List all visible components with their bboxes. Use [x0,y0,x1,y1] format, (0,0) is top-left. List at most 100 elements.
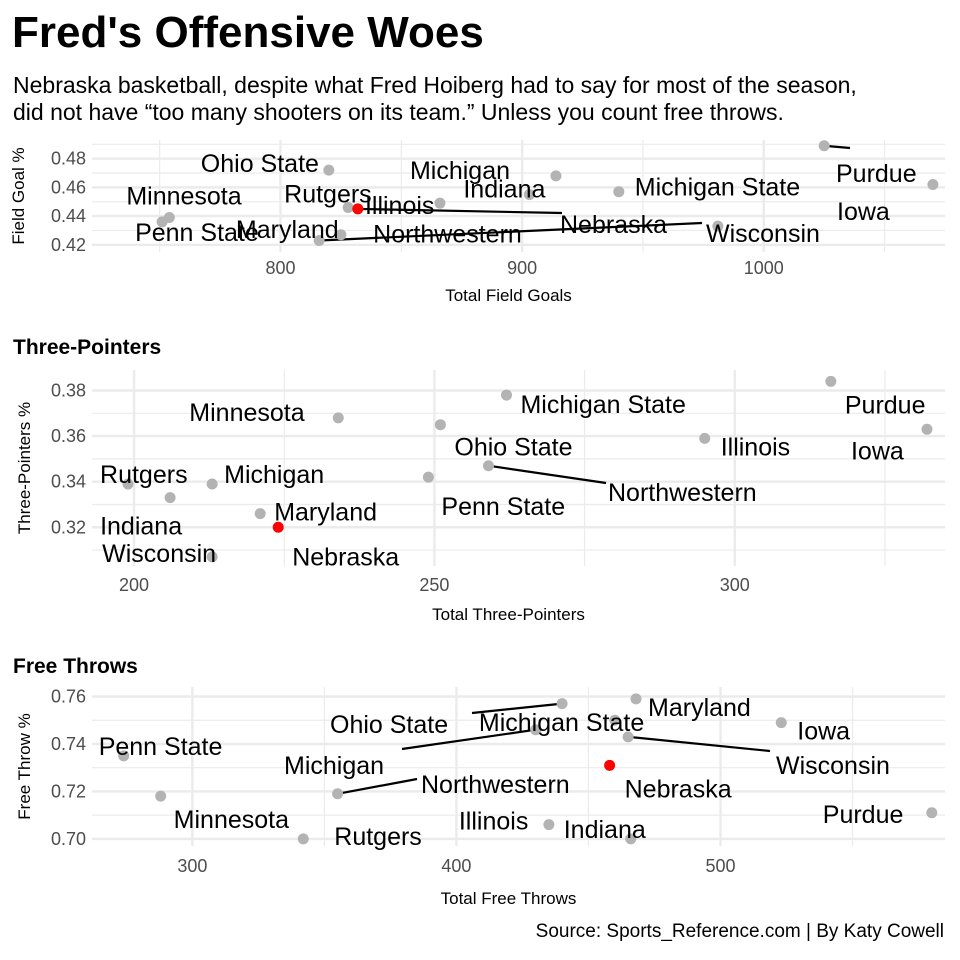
point-iowa [921,423,933,435]
label-rutgers: Rutgers [284,180,372,208]
label-michigan: Michigan [410,157,510,185]
point-wisconsin [206,551,218,563]
y-tick-label: 0.44 [51,206,86,226]
point-northwestern [332,788,344,800]
y-tick-label: 0.70 [51,829,86,849]
point-nebraska [352,203,364,215]
point-rutgers [342,201,354,213]
label-connector [337,777,418,795]
point-maryland [335,229,347,241]
y-tick-label: 0.42 [51,235,86,255]
point-rutgers [297,833,309,845]
point-iowa [775,717,787,729]
label-northwestern: Northwestern [608,479,757,507]
x-axis-title: Total Free Throws [441,889,577,908]
x-tick-label: 400 [441,856,471,876]
point-michigan [530,724,542,736]
free-throws-panel: 300 400 500 0.70 0.72 0.74 0.76 Free Throws Tota… [13,655,945,908]
label-iowa: Iowa [851,437,904,465]
label-nebraska: Nebraska [625,775,732,803]
source-caption: Source: Sports_Reference.com | By Katy C… [535,921,944,942]
y-tick-label: 0.32 [51,517,86,537]
y-axis-title: Free Throw % [15,713,34,819]
y-tick-label: 0.76 [51,686,86,706]
label-northwestern: Northwestern [373,221,522,249]
point-iowa [927,179,939,191]
point-penn-state [118,750,130,762]
label-minnesota: Minnesota [126,183,241,211]
label-illinois: Illinois [459,808,528,836]
label-purdue: Purdue [845,391,926,419]
point-maryland [254,508,266,520]
point-wisconsin [712,220,724,232]
y-tick-label: 0.72 [51,781,86,801]
three-pointers-panel: 200 250 300 0.32 0.34 0.36 0.38 Three-Pointers T… [13,336,945,624]
x-tick-label: 500 [706,856,736,876]
label-iowa: Iowa [797,718,850,746]
label-nebraska: Nebraska [292,543,399,571]
label-maryland: Maryland [236,216,339,244]
label-wisconsin: Wisconsin [776,752,890,780]
point-indiana [625,833,637,845]
subtitle-line-1: Nebraska basketball, despite what Fred H… [13,72,857,98]
label-rutgers: Rutgers [334,823,422,851]
label-rutgers: Rutgers [100,461,188,489]
y-tick-label: 0.34 [51,472,86,492]
label-penn-state: Penn State [441,493,565,521]
label-wisconsin: Wisconsin [102,540,216,568]
label-connector [319,221,703,242]
point-nebraska [272,521,284,533]
point-illinois [434,197,446,209]
point-indiana [523,189,535,201]
label-penn-state: Penn State [99,733,223,761]
label-michigan-state: Michigan State [635,174,800,202]
label-ohio-state: Ohio State [201,150,319,178]
label-minnesota: Minnesota [174,806,289,834]
label-connector [471,702,563,715]
label-northwestern: Northwestern [421,771,570,799]
label-purdue: Purdue [823,801,904,829]
point-rutgers [122,478,134,490]
field-goals-panel: 800 900 1000 0.42 0.44 0.46 0.48 Total Field Go… [9,140,945,305]
label-purdue: Purdue [836,160,917,188]
x-tick-label: 300 [720,575,750,595]
label-michigan-state: Michigan State [520,391,685,419]
label-illinois: Illinois [721,433,790,461]
point-michigan [550,170,562,182]
point-penn-state [422,471,434,483]
label-indiana: Indiana [564,816,646,844]
x-tick-label: 300 [177,856,207,876]
y-tick-label: 0.38 [51,381,86,401]
y-tick-label: 0.46 [51,177,86,197]
label-connector [401,728,536,751]
label-ohio-state: Ohio State [454,434,572,462]
label-illinois: Illinois [365,192,434,220]
x-tick-label: 1000 [744,258,784,278]
label-connector [627,735,771,753]
point-minnesota [155,790,167,802]
label-connector [488,464,607,485]
x-tick-label: 900 [507,258,537,278]
label-maryland: Maryland [648,694,751,722]
point-purdue [825,375,837,387]
y-tick-label: 0.48 [51,149,86,169]
label-michigan-state: Michigan State [479,709,644,737]
label-nebraska: Nebraska [560,211,667,239]
label-iowa: Iowa [837,198,890,226]
point-penn-state [156,216,168,228]
panel-title: Free Throws [13,655,138,678]
y-tick-label: 0.36 [51,426,86,446]
subtitle-line-2: did not have “too many shooters on its t… [13,99,784,125]
point-indiana [164,492,176,504]
point-nebraska [604,759,616,771]
x-tick-label: 250 [419,575,449,595]
label-wisconsin: Wisconsin [706,220,820,248]
label-michigan: Michigan [284,752,384,780]
point-minnesota [332,412,344,424]
x-tick-label: 800 [265,258,295,278]
label-minnesota: Minnesota [189,399,304,427]
point-michigan-state [500,389,512,401]
point-purdue [926,807,938,819]
x-axis-title: Total Three-Pointers [432,605,585,624]
